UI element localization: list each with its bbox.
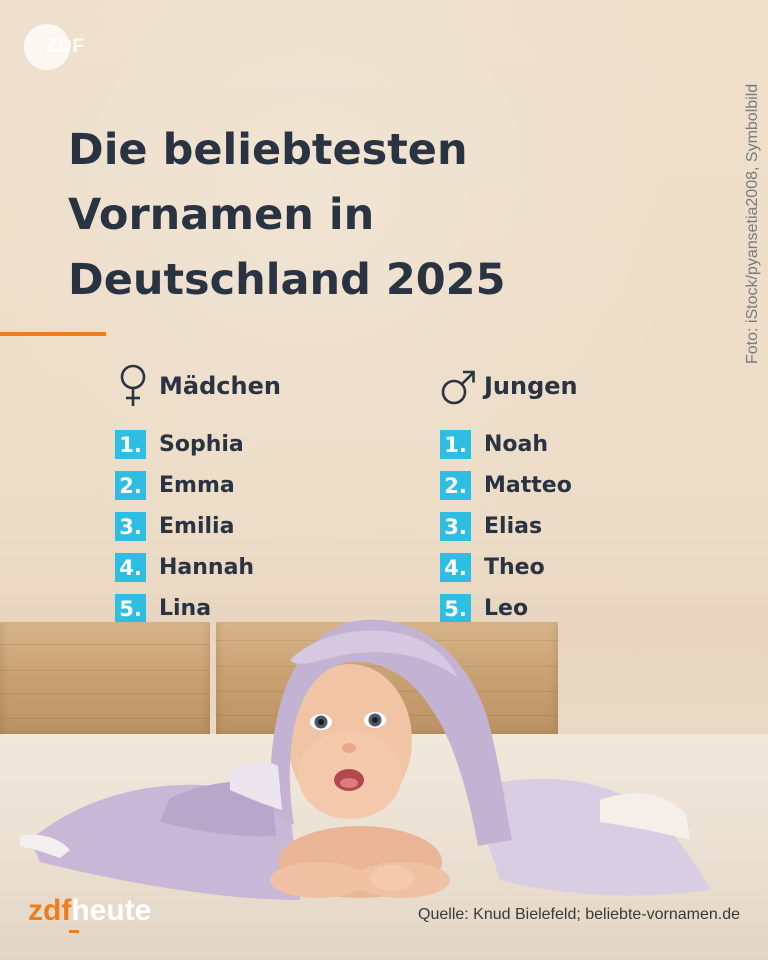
title-line-1: Die beliebtesten: [68, 125, 468, 175]
list-item: 2. Emma: [115, 465, 281, 506]
name-label: Elias: [484, 514, 543, 539]
list-item: 5. Leo: [440, 588, 578, 629]
title-line-3: Deutschland 2025: [68, 255, 506, 305]
female-symbol-icon: [120, 364, 146, 406]
girls-column: Mädchen 1. Sophia 2. Emma 3. Emilia 4. H…: [115, 362, 281, 629]
name-label: Matteo: [484, 473, 572, 498]
list-item: 4. Hannah: [115, 547, 281, 588]
baby-photo: [20, 619, 710, 900]
headboard-panel-left: [0, 622, 210, 742]
male-symbol-icon: [441, 370, 475, 405]
rank-badge: 5.: [440, 594, 471, 623]
boys-list: 1. Noah 2. Matteo 3. Elias 4. Theo 5. Le…: [440, 424, 578, 629]
list-item: 3. Elias: [440, 506, 578, 547]
wordmark-zdf: zdf: [28, 894, 72, 927]
name-label: Theo: [484, 555, 545, 580]
rank-badge: 3.: [440, 512, 471, 541]
accent-divider: [0, 332, 106, 336]
boys-label: Jungen: [484, 372, 578, 400]
rank-badge: 4.: [115, 553, 146, 582]
rank-badge: 1.: [115, 430, 146, 459]
list-item: 3. Emilia: [115, 506, 281, 547]
photo-credit: Foto: iStock/pyansetia2008, Symbolbild: [744, 83, 761, 364]
list-item: 1. Sophia: [115, 424, 281, 465]
girls-list: 1. Sophia 2. Emma 3. Emilia 4. Hannah 5.…: [115, 424, 281, 629]
zdfheute-wordmark: zdfheute: [28, 894, 151, 928]
name-label: Leo: [484, 596, 529, 621]
zdf-logo-text: ZDF: [46, 36, 85, 57]
name-label: Emma: [159, 473, 235, 498]
zdf-logo-badge: [24, 24, 70, 70]
wordmark-heute: heute: [71, 894, 152, 927]
rank-badge: 2.: [115, 471, 146, 500]
girls-header: Mädchen: [115, 362, 281, 410]
rank-badge: 5.: [115, 594, 146, 623]
name-label: Lina: [159, 596, 212, 621]
rank-badge: 2.: [440, 471, 471, 500]
page-title: Die beliebtesten Vornamen in Deutschland…: [68, 118, 628, 313]
rank-badge: 4.: [440, 553, 471, 582]
source-note: Quelle: Knud Bielefeld; beliebte-vorname…: [418, 906, 740, 923]
name-label: Sophia: [159, 432, 244, 457]
name-label: Emilia: [159, 514, 235, 539]
name-label: Hannah: [159, 555, 255, 580]
list-item: 1. Noah: [440, 424, 578, 465]
name-label: Noah: [484, 432, 549, 457]
list-item: 2. Matteo: [440, 465, 578, 506]
rank-badge: 1.: [440, 430, 471, 459]
girls-label: Mädchen: [159, 372, 281, 400]
boys-column: Jungen 1. Noah 2. Matteo 3. Elias 4. The…: [440, 362, 578, 629]
list-item: 5. Lina: [115, 588, 281, 629]
title-line-2: Vornamen in: [68, 190, 375, 240]
boys-header: Jungen: [440, 362, 578, 410]
list-item: 4. Theo: [440, 547, 578, 588]
rank-badge: 3.: [115, 512, 146, 541]
